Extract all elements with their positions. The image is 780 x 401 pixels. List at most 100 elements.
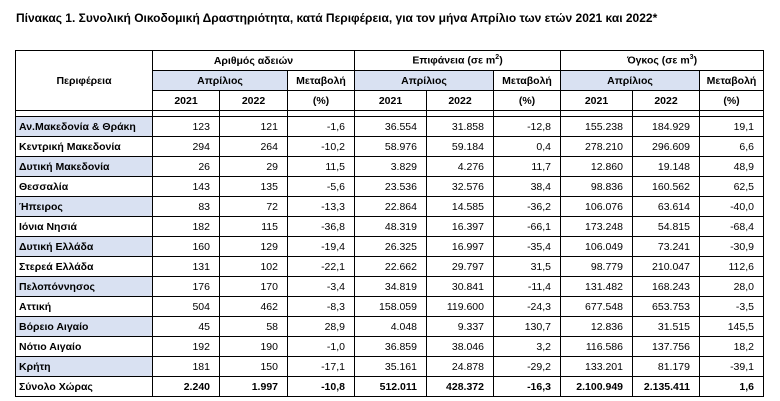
region-cell: Θεσσαλία — [15, 176, 153, 197]
region-cell: Στερεά Ελλάδα — [15, 256, 153, 277]
a21-cell: 58.976 — [354, 136, 427, 157]
pc-cell: -1,0 — [287, 336, 355, 357]
v22-cell: 31.515 — [632, 316, 700, 337]
v21-cell: 106.049 — [560, 236, 633, 257]
table-row: Στερεά Ελλάδα 131 102 -22,1 22.662 29.797 31,5… — [15, 256, 764, 277]
v22-cell: 63.614 — [632, 196, 700, 217]
region-cell: Νότιο Αιγαίο — [15, 336, 153, 357]
pc-cell: -19,4 — [287, 236, 355, 257]
v21-cell: 12.860 — [560, 156, 633, 177]
ac-cell: -36,2 — [493, 196, 561, 217]
v22-cell: 137.756 — [632, 336, 700, 357]
ac-cell: -11,4 — [493, 276, 561, 297]
table-row: Δυτική Ελλάδα 160 129 -19,4 26.325 16.997 -35,… — [15, 236, 764, 257]
p22-cell: 72 — [219, 196, 288, 217]
pc-cell: 11,5 — [287, 156, 355, 177]
pc-cell: 28,9 — [287, 316, 355, 337]
table-row: Θεσσαλία 143 135 -5,6 23.536 32.576 38,4 98.836… — [15, 176, 764, 197]
a21-cell: 4.048 — [354, 316, 427, 337]
ac-cell: 11,7 — [493, 156, 561, 177]
vc-cell: -68,4 — [699, 216, 764, 237]
region-cell: Σύνολο Χώρας — [15, 376, 153, 397]
volume-year2: 2022 — [632, 90, 700, 111]
a21-cell: 512.011 — [354, 376, 427, 397]
ac-cell: 3,2 — [493, 336, 561, 357]
p21-cell: 45 — [152, 316, 220, 337]
table-title: Πίνακας 1. Συνολική Οικοδομική Δραστηριό… — [16, 11, 658, 25]
a21-cell: 36.554 — [354, 116, 427, 137]
region-cell: Δυτική Ελλάδα — [15, 236, 153, 257]
ac-cell: -66,1 — [493, 216, 561, 237]
a21-cell: 48.319 — [354, 216, 427, 237]
a21-cell: 23.536 — [354, 176, 427, 197]
pc-cell: -1,6 — [287, 116, 355, 137]
v22-cell: 2.135.411 — [632, 376, 700, 397]
permits-year2: 2022 — [219, 90, 288, 111]
region-cell: Ιόνια Νησιά — [15, 216, 153, 237]
vc-cell: -40,0 — [699, 196, 764, 217]
p22-cell: 462 — [219, 296, 288, 317]
vc-cell: 145,5 — [699, 316, 764, 337]
vc-cell: 48,9 — [699, 156, 764, 177]
permits-pct: (%) — [287, 90, 355, 111]
volume-change-header: Μεταβολή — [699, 70, 764, 91]
v21-cell: 677.548 — [560, 296, 633, 317]
p21-cell: 294 — [152, 136, 220, 157]
v21-cell: 133.201 — [560, 356, 633, 377]
vc-cell: -3,5 — [699, 296, 764, 317]
area-year1: 2021 — [354, 90, 427, 111]
v21-cell: 173.248 — [560, 216, 633, 237]
p21-cell: 192 — [152, 336, 220, 357]
table-row: Βόρειο Αιγαίο 45 58 28,9 4.048 9.337 130,7 12.8… — [15, 316, 764, 337]
p21-cell: 160 — [152, 236, 220, 257]
v21-cell: 116.586 — [560, 336, 633, 357]
v21-cell: 98.836 — [560, 176, 633, 197]
region-cell: Κρήτη — [15, 356, 153, 377]
region-cell: Αττική — [15, 296, 153, 317]
vc-cell: 28,0 — [699, 276, 764, 297]
area-pct: (%) — [493, 90, 561, 111]
v22-cell: 54.815 — [632, 216, 700, 237]
v22-cell: 653.753 — [632, 296, 700, 317]
p21-cell: 181 — [152, 356, 220, 377]
pc-cell: -5,6 — [287, 176, 355, 197]
p21-cell: 83 — [152, 196, 220, 217]
v22-cell: 296.609 — [632, 136, 700, 157]
a22-cell: 31.858 — [426, 116, 494, 137]
table-row: Αν.Μακεδονία & Θράκη 123 121 -1,6 36.554 31.8… — [15, 116, 764, 137]
a22-cell: 16.397 — [426, 216, 494, 237]
table-row: Αττική 504 462 -8,3 158.059 119.600 -24,3 677.5… — [15, 296, 764, 317]
vc-cell: 18,2 — [699, 336, 764, 357]
p21-cell: 123 — [152, 116, 220, 137]
a22-cell: 38.046 — [426, 336, 494, 357]
p21-cell: 176 — [152, 276, 220, 297]
region-cell: Πελοπόννησος — [15, 276, 153, 297]
area-year2: 2022 — [426, 90, 494, 111]
table-row: Πελοπόννησος 176 170 -3,4 34.819 30.841 -11,4 1… — [15, 276, 764, 297]
ac-cell: -29,2 — [493, 356, 561, 377]
region-header: Περιφέρεια — [15, 50, 153, 111]
v21-cell: 278.210 — [560, 136, 633, 157]
pc-cell: -8,3 — [287, 296, 355, 317]
p22-cell: 121 — [219, 116, 288, 137]
p21-cell: 131 — [152, 256, 220, 277]
region-cell: Κεντρική Μακεδονία — [15, 136, 153, 157]
permits-year1: 2021 — [152, 90, 220, 111]
volume-month-header: Απρίλιος — [560, 70, 700, 91]
vc-cell: -30,9 — [699, 236, 764, 257]
p21-cell: 143 — [152, 176, 220, 197]
table-row: Νότιο Αιγαίο 192 190 -1,0 36.859 38.046 3,2 116… — [15, 336, 764, 357]
a21-cell: 34.819 — [354, 276, 427, 297]
building-activity-table: Περιφέρεια Αριθμός αδειών Επιφάνεια (σε … — [15, 50, 764, 397]
table-row: Κεντρική Μακεδονία 294 264 -10,2 58.976 59.18… — [15, 136, 764, 157]
v21-cell: 98.779 — [560, 256, 633, 277]
area-month-header: Απρίλιος — [354, 70, 494, 91]
a22-cell: 32.576 — [426, 176, 494, 197]
p22-cell: 1.997 — [219, 376, 288, 397]
ac-cell: 0,4 — [493, 136, 561, 157]
v22-cell: 81.179 — [632, 356, 700, 377]
v21-cell: 106.076 — [560, 196, 633, 217]
volume-year1: 2021 — [560, 90, 633, 111]
v21-cell: 12.836 — [560, 316, 633, 337]
a21-cell: 22.662 — [354, 256, 427, 277]
